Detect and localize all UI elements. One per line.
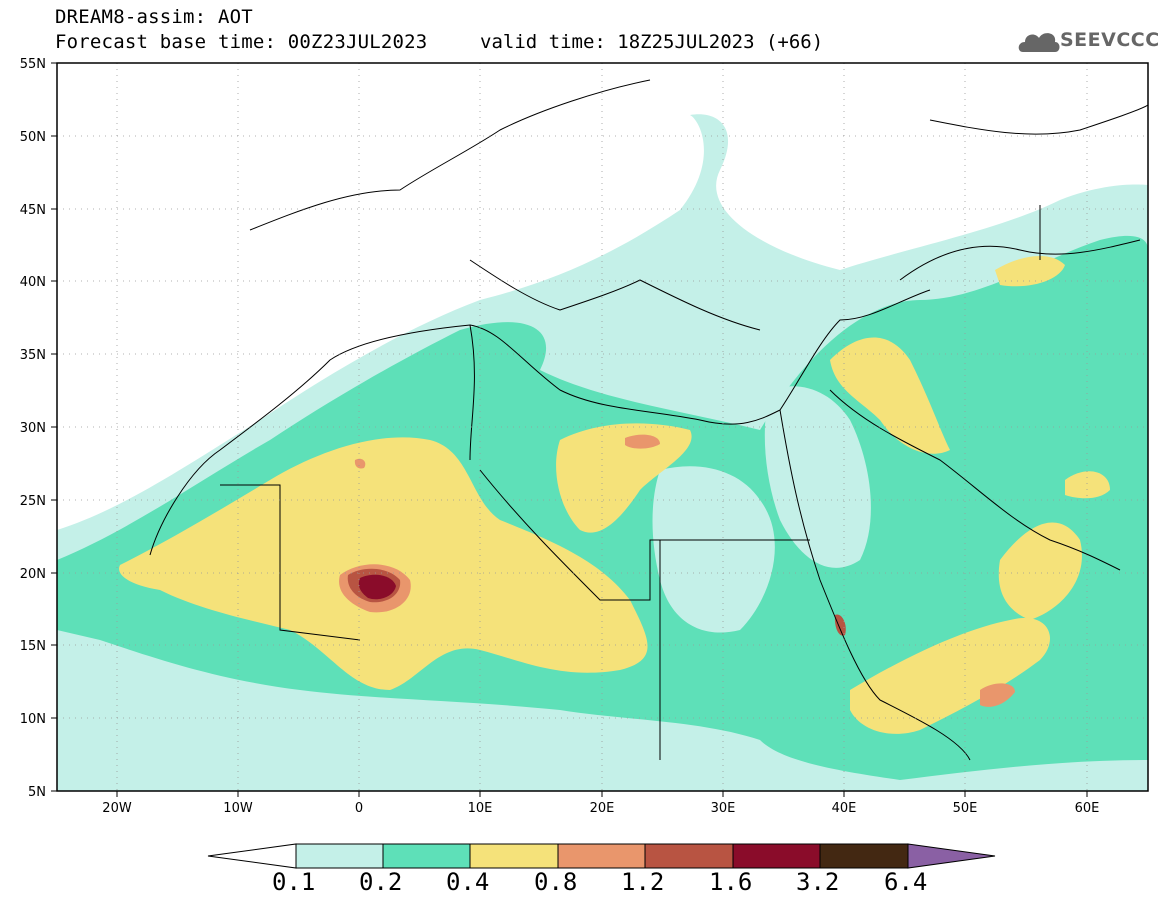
x-tick-label: 10W bbox=[223, 801, 253, 816]
x-tick-label: 40E bbox=[832, 801, 857, 816]
y-tick-label: 40N bbox=[20, 275, 46, 290]
y-tick-labels: 55N 50N 45N 40N 35N 30N 25N 20N 15N 10N … bbox=[20, 57, 46, 800]
colorbar-label: 0.4 bbox=[446, 868, 490, 896]
aot-field bbox=[57, 63, 1148, 791]
y-tick-label: 5N bbox=[28, 785, 46, 800]
x-tick-label: 50E bbox=[953, 801, 978, 816]
y-tick-label: 50N bbox=[20, 130, 46, 145]
coastlines bbox=[149, 79, 1148, 761]
x-tick-label: 30E bbox=[711, 801, 736, 816]
colorbar-swatch bbox=[295, 843, 384, 869]
colorbar-label: 0.2 bbox=[359, 868, 403, 896]
x-tick-label: 20E bbox=[590, 801, 615, 816]
colorbar-swatch bbox=[819, 843, 909, 869]
colorbar-swatch bbox=[732, 843, 821, 869]
y-tick-label: 25N bbox=[20, 494, 46, 509]
x-tick-label: 0 bbox=[355, 801, 363, 816]
colorbar-swatch bbox=[382, 843, 471, 869]
colorbar-label: 3.2 bbox=[796, 868, 840, 896]
x-tick-label: 60E bbox=[1075, 801, 1100, 816]
colorbar-label: 0.8 bbox=[534, 868, 578, 896]
seevccc-logo-text: SEEVCCC bbox=[1060, 29, 1160, 51]
colorbar-swatch bbox=[557, 843, 646, 869]
y-tick-label: 20N bbox=[20, 567, 46, 582]
valid-time: valid time: 18Z25JUL2023 (+66) bbox=[480, 31, 824, 53]
x-tick-label: 10E bbox=[468, 801, 493, 816]
map-title: DREAM8-assim: AOT bbox=[55, 6, 253, 28]
colorbar-label: 6.4 bbox=[884, 868, 928, 896]
x-tick-label: 20W bbox=[102, 801, 132, 816]
colorbar-swatch bbox=[644, 843, 734, 869]
axis-ticks bbox=[51, 62, 1088, 797]
colorbar-label: 0.1 bbox=[272, 868, 316, 896]
colorbar-label: 1.2 bbox=[621, 868, 665, 896]
colorbar-label: 1.6 bbox=[709, 868, 753, 896]
colorbar bbox=[207, 843, 996, 869]
forecast-base-time: Forecast base time: 00Z23JUL2023 bbox=[55, 31, 428, 53]
x-tick-labels: 20W 10W 0 10E 20E 30E 40E 50E 60E bbox=[102, 801, 1099, 816]
colorbar-right-arrow bbox=[907, 843, 996, 869]
cloud-icon bbox=[1018, 33, 1060, 52]
y-tick-label: 10N bbox=[20, 712, 46, 727]
colorbar-swatch bbox=[469, 843, 559, 869]
colorbar-left-arrow bbox=[207, 843, 297, 869]
graticule bbox=[57, 63, 1148, 791]
y-tick-label: 55N bbox=[20, 57, 46, 72]
y-tick-label: 30N bbox=[20, 421, 46, 436]
y-tick-label: 35N bbox=[20, 348, 46, 363]
y-tick-label: 15N bbox=[20, 639, 46, 654]
y-tick-label: 45N bbox=[20, 203, 46, 218]
